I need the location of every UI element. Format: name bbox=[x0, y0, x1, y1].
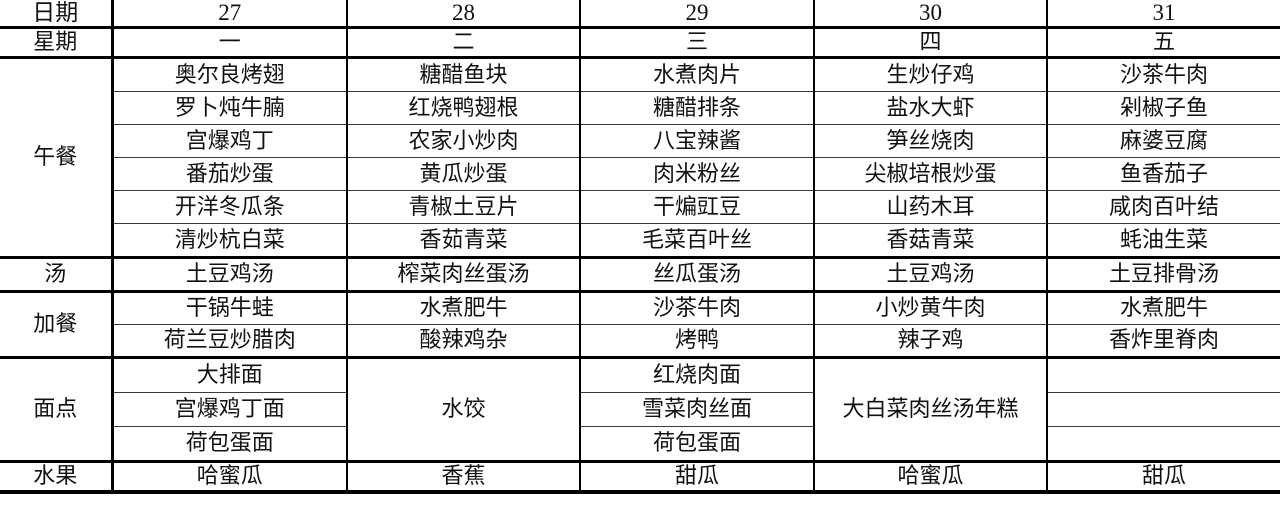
dish-cell: 甜瓜 bbox=[579, 460, 815, 494]
dish-cell: 农家小炒肉 bbox=[346, 124, 581, 158]
dish-cell: 小炒黄牛肉 bbox=[813, 290, 1048, 325]
dish-cell: 香蕉 bbox=[346, 460, 581, 494]
dish-cell: 罗卜炖牛腩 bbox=[112, 91, 348, 125]
noodle-row: 荷包蛋面 荷包蛋面 bbox=[0, 426, 1280, 463]
dish-cell: 咸肉百叶结 bbox=[1046, 190, 1280, 224]
dish-cell: 奥尔良烤翅 bbox=[111, 56, 348, 92]
dish-cell: 雪菜肉丝面 bbox=[579, 392, 815, 427]
empty-cell bbox=[1046, 426, 1280, 463]
row-label-week: 星期 bbox=[0, 26, 114, 59]
date-row: 日期 27 28 29 30 31 bbox=[0, 0, 1280, 29]
dish-cell: 红烧肉面 bbox=[579, 356, 815, 393]
dish-cell: 八宝辣酱 bbox=[579, 124, 815, 158]
dish-cell: 荷包蛋面 bbox=[112, 426, 348, 463]
dish-cell: 笋丝烧肉 bbox=[813, 124, 1048, 158]
date-cell: 28 bbox=[346, 0, 581, 29]
dish-cell: 糖醋排条 bbox=[579, 91, 815, 125]
dish-cell: 鱼香茄子 bbox=[1046, 157, 1280, 191]
dish-cell: 黄瓜炒蛋 bbox=[346, 157, 581, 191]
dish-cell: 香炸里脊肉 bbox=[1046, 324, 1280, 359]
section-label-fruit: 水果 bbox=[0, 460, 114, 494]
dish-cell: 生炒仔鸡 bbox=[813, 56, 1048, 92]
fruit-row: 水果 哈蜜瓜 香蕉 甜瓜 哈蜜瓜 甜瓜 bbox=[0, 460, 1280, 494]
dish-cell: 红烧鸭翅根 bbox=[346, 91, 581, 125]
section-label-noodles: 面点 bbox=[0, 356, 114, 462]
dish-cell: 蚝油生菜 bbox=[1046, 223, 1280, 259]
dish-cell: 辣子鸡 bbox=[813, 324, 1048, 359]
weekday-cell: 五 bbox=[1046, 26, 1280, 59]
dish-cell: 剁椒子鱼 bbox=[1046, 91, 1280, 125]
dish-cell: 土豆鸡汤 bbox=[111, 256, 348, 293]
dish-cell: 荷兰豆炒腊肉 bbox=[112, 324, 348, 359]
weekday-cell: 四 bbox=[813, 26, 1048, 59]
dish-cell: 香茹青菜 bbox=[346, 223, 581, 259]
lunch-row: 午餐 奥尔良烤翅 糖醋鱼块 水煮肉片 生炒仔鸡 沙茶牛肉 bbox=[0, 56, 1280, 258]
dish-cell: 酸辣鸡杂 bbox=[346, 324, 581, 359]
dish-cell: 水煮肉片 bbox=[579, 56, 815, 92]
dish-cell: 开洋冬瓜条 bbox=[112, 190, 348, 224]
dish-cell: 山药木耳 bbox=[813, 190, 1048, 224]
dish-cell: 甜瓜 bbox=[1046, 460, 1280, 494]
date-cell: 27 bbox=[111, 0, 348, 29]
section-label-lunch: 午餐 bbox=[0, 56, 114, 258]
section-label-soup: 汤 bbox=[0, 256, 114, 293]
dish-cell: 大排面 bbox=[111, 356, 348, 393]
dish-cell: 肉米粉丝 bbox=[579, 157, 815, 191]
dish-cell: 榨菜肉丝蛋汤 bbox=[346, 256, 581, 293]
dish-cell: 沙茶牛肉 bbox=[579, 290, 815, 325]
date-cell: 29 bbox=[579, 0, 815, 29]
dish-cell: 番茄炒蛋 bbox=[112, 157, 348, 191]
section-label-extra: 加餐 bbox=[0, 290, 114, 358]
weekday-cell: 二 bbox=[346, 26, 581, 59]
noodle-row: 宫爆鸡丁面 雪菜肉丝面 bbox=[0, 392, 1280, 427]
dish-cell: 宫爆鸡丁 bbox=[112, 124, 348, 158]
weekday-row: 星期 一 二 三 四 五 bbox=[0, 26, 1280, 59]
row-label-date: 日期 bbox=[0, 0, 114, 29]
noodle-row: 面点 大排面 水饺 红烧肉面 大白菜肉丝汤年糕 bbox=[0, 356, 1280, 462]
dish-cell: 宫爆鸡丁面 bbox=[112, 392, 348, 427]
dish-cell: 干锅牛蛙 bbox=[111, 290, 348, 325]
lunch-row: 番茄炒蛋 黄瓜炒蛋 肉米粉丝 尖椒培根炒蛋 鱼香茄子 bbox=[0, 157, 1280, 191]
dish-cell: 土豆排骨汤 bbox=[1046, 256, 1280, 293]
lunch-row: 宫爆鸡丁 农家小炒肉 八宝辣酱 笋丝烧肉 麻婆豆腐 bbox=[0, 124, 1280, 158]
dish-cell: 丝瓜蛋汤 bbox=[579, 256, 815, 293]
dish-cell: 盐水大虾 bbox=[813, 91, 1048, 125]
dish-cell: 麻婆豆腐 bbox=[1046, 124, 1280, 158]
date-cell: 31 bbox=[1046, 0, 1280, 29]
weekly-menu-table: 日期 27 28 29 30 31 星期 一 二 三 四 五 午餐 奥尔良烤翅 … bbox=[0, 0, 1280, 494]
dish-cell: 干煸豇豆 bbox=[579, 190, 815, 224]
dish-cell: 尖椒培根炒蛋 bbox=[813, 157, 1048, 191]
extra-row: 荷兰豆炒腊肉 酸辣鸡杂 烤鸭 辣子鸡 香炸里脊肉 bbox=[0, 324, 1280, 359]
dish-cell: 青椒土豆片 bbox=[346, 190, 581, 224]
dish-cell: 水煮肥牛 bbox=[1046, 290, 1280, 325]
soup-row: 汤 土豆鸡汤 榨菜肉丝蛋汤 丝瓜蛋汤 土豆鸡汤 土豆排骨汤 bbox=[0, 256, 1280, 293]
dish-cell-merged: 水饺 bbox=[346, 356, 581, 462]
dish-cell: 水煮肥牛 bbox=[346, 290, 581, 325]
empty-cell bbox=[1046, 392, 1280, 427]
dish-cell: 烤鸭 bbox=[579, 324, 815, 359]
lunch-row: 开洋冬瓜条 青椒土豆片 干煸豇豆 山药木耳 咸肉百叶结 bbox=[0, 190, 1280, 224]
weekday-cell: 三 bbox=[579, 26, 815, 59]
date-cell: 30 bbox=[813, 0, 1048, 29]
dish-cell: 香菇青菜 bbox=[813, 223, 1048, 259]
dish-cell: 哈蜜瓜 bbox=[111, 460, 348, 494]
dish-cell: 糖醋鱼块 bbox=[346, 56, 581, 92]
dish-cell: 毛菜百叶丝 bbox=[579, 223, 815, 259]
dish-cell: 土豆鸡汤 bbox=[813, 256, 1048, 293]
weekday-cell: 一 bbox=[111, 26, 348, 59]
dish-cell: 沙茶牛肉 bbox=[1046, 56, 1280, 92]
dish-cell: 荷包蛋面 bbox=[579, 426, 815, 463]
dish-cell: 清炒杭白菜 bbox=[112, 223, 348, 259]
dish-cell: 哈蜜瓜 bbox=[813, 460, 1048, 494]
extra-row: 加餐 干锅牛蛙 水煮肥牛 沙茶牛肉 小炒黄牛肉 水煮肥牛 bbox=[0, 290, 1280, 358]
dish-cell-merged: 大白菜肉丝汤年糕 bbox=[813, 356, 1048, 462]
empty-cell bbox=[1046, 356, 1280, 393]
lunch-row: 罗卜炖牛腩 红烧鸭翅根 糖醋排条 盐水大虾 剁椒子鱼 bbox=[0, 91, 1280, 125]
lunch-row: 清炒杭白菜 香茹青菜 毛菜百叶丝 香菇青菜 蚝油生菜 bbox=[0, 223, 1280, 259]
